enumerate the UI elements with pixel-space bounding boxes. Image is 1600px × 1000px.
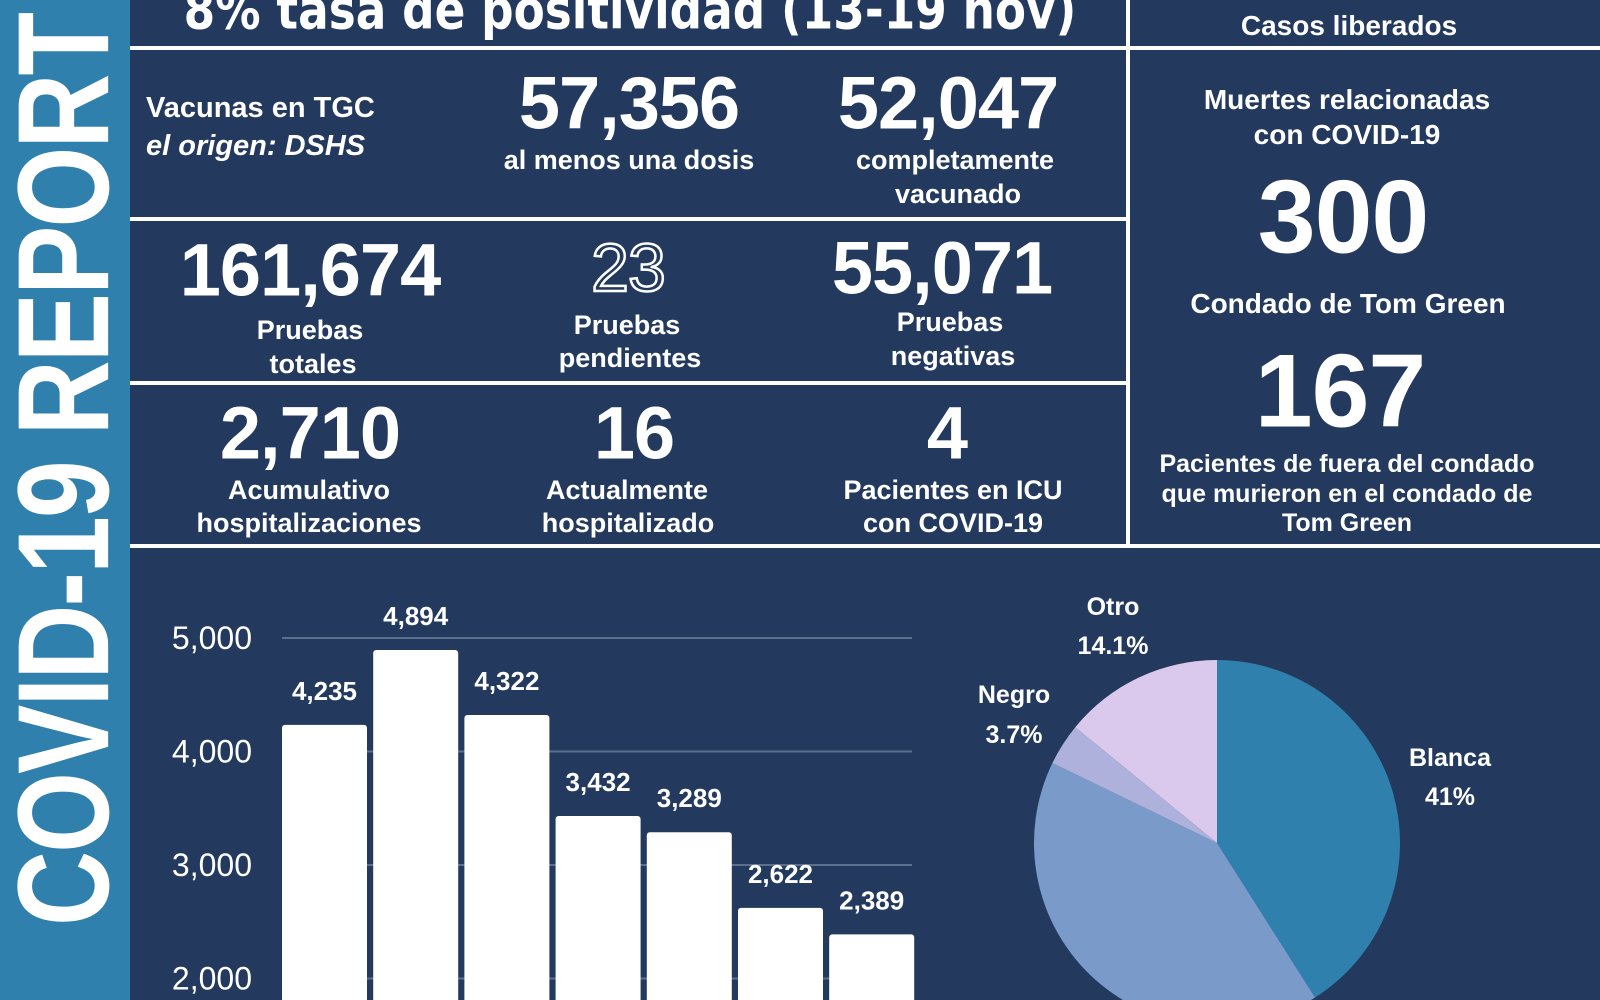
icu-patients-label-2: con COVID-19 — [862, 508, 1044, 538]
cumulative-hospitalizations-label-2: hospitalizaciones — [196, 508, 422, 538]
bar — [282, 724, 367, 1000]
pie-slice-label: Blanca — [1409, 744, 1492, 772]
icu-patients-value: 4 — [926, 391, 968, 475]
negative-tests-label-2: negativas — [890, 341, 1016, 371]
pie-slice — [1034, 763, 1316, 1000]
pie-slice-percent: 14.1% — [1078, 632, 1149, 660]
pie-chart: Blanca 41% Negro 3.7% Otro 14.1% — [978, 593, 1492, 1000]
pending-tests-label-1: Pruebas — [573, 310, 681, 340]
bar-data-label: 4,894 — [383, 601, 449, 631]
bar-data-label: 4,322 — [474, 666, 539, 696]
county-deaths-value: 300 — [1257, 159, 1430, 276]
total-tests-label-1: Pruebas — [256, 315, 364, 345]
fully-vaccinated-label-2: vacunado — [894, 179, 1022, 209]
bar — [464, 714, 550, 1000]
current-hospitalized-value: 16 — [593, 391, 675, 475]
bar-data-label: 2,622 — [748, 859, 813, 889]
fully-vaccinated-label-1: completamente — [855, 145, 1055, 175]
pie-slice-label: Otro — [1087, 593, 1140, 621]
vaccines-title: Vacunas en TGC — [146, 92, 375, 124]
at-least-one-dose-label: al menos una dosis — [503, 145, 755, 175]
icu-patients-label-1: Pacientes en ICU — [843, 475, 1063, 505]
pending-tests-label-2: pendientes — [558, 343, 702, 373]
bar-data-label: 2,389 — [839, 885, 904, 915]
divider — [130, 217, 1126, 221]
released-label: Casos liberados — [1240, 10, 1458, 41]
deaths-title-2: con COVID-19 — [1253, 119, 1441, 150]
cumulative-hospitalizations-value: 2,710 — [219, 391, 401, 475]
y-tick-label: 3,000 — [172, 847, 252, 883]
pie-slice-label: Negro — [978, 681, 1050, 709]
cumulative-hospitalizations-label-1: Acumulativo — [227, 475, 391, 505]
pie-slice — [1052, 727, 1217, 843]
negative-tests-label-1: Pruebas — [896, 307, 1004, 337]
y-tick-label: 4,000 — [172, 734, 252, 770]
bar-data-label: 4,235 — [292, 676, 357, 706]
released-value: 7 — [1281, 0, 1320, 3]
bar — [738, 907, 823, 1000]
outside-deaths-label-2: que murieron en el condado de — [1161, 480, 1533, 508]
pie-slice-percent: 41% — [1425, 783, 1475, 811]
current-hospitalized-label-2: hospitalizado — [541, 508, 715, 538]
bar-data-label: 3,432 — [566, 767, 631, 797]
outside-deaths-label-1: Pacientes de fuera del condado — [1159, 450, 1535, 478]
current-hospitalized-label-1: Actualmente — [545, 475, 709, 505]
pie-slice-percent: 3.7% — [986, 721, 1043, 749]
bar — [373, 650, 459, 1000]
total-tests-label-2: totales — [269, 349, 357, 379]
total-tests-value: 161,674 — [179, 228, 441, 312]
pie-slice — [1217, 659, 1400, 998]
bar — [829, 934, 915, 1000]
at-least-one-dose-value: 57,356 — [518, 61, 740, 145]
bar — [555, 815, 641, 1000]
bar — [646, 832, 732, 1000]
pie-slice — [1075, 660, 1217, 843]
outside-deaths-value: 167 — [1254, 333, 1427, 450]
bar-chart: 5,000 4,000 3,000 2,000 4,235 4,894 4,322 3,432… — [172, 601, 915, 1000]
vaccines-source: el origen: DSHS — [146, 130, 366, 162]
y-tick-label: 2,000 — [172, 961, 252, 997]
sidebar-banner: COVID-19 REPORT — [0, 0, 137, 1000]
divider — [130, 544, 1600, 548]
county-deaths-label: Condado de Tom Green — [1190, 288, 1506, 319]
outside-deaths-label-3: Tom Green — [1281, 509, 1413, 537]
divider — [130, 381, 1126, 385]
divider — [130, 46, 1600, 50]
bar-data-label: 3,289 — [657, 783, 722, 813]
fully-vaccinated-value: 52,047 — [837, 61, 1059, 145]
deaths-title-1: Muertes relacionadas — [1203, 84, 1491, 115]
y-tick-label: 5,000 — [172, 620, 252, 656]
positivity-rate: 8% tasa de positividad (13-19 nov) — [183, 0, 1077, 42]
divider — [1126, 0, 1130, 546]
pending-tests-value: 23 — [590, 229, 667, 308]
negative-tests-value: 55,071 — [831, 226, 1053, 310]
